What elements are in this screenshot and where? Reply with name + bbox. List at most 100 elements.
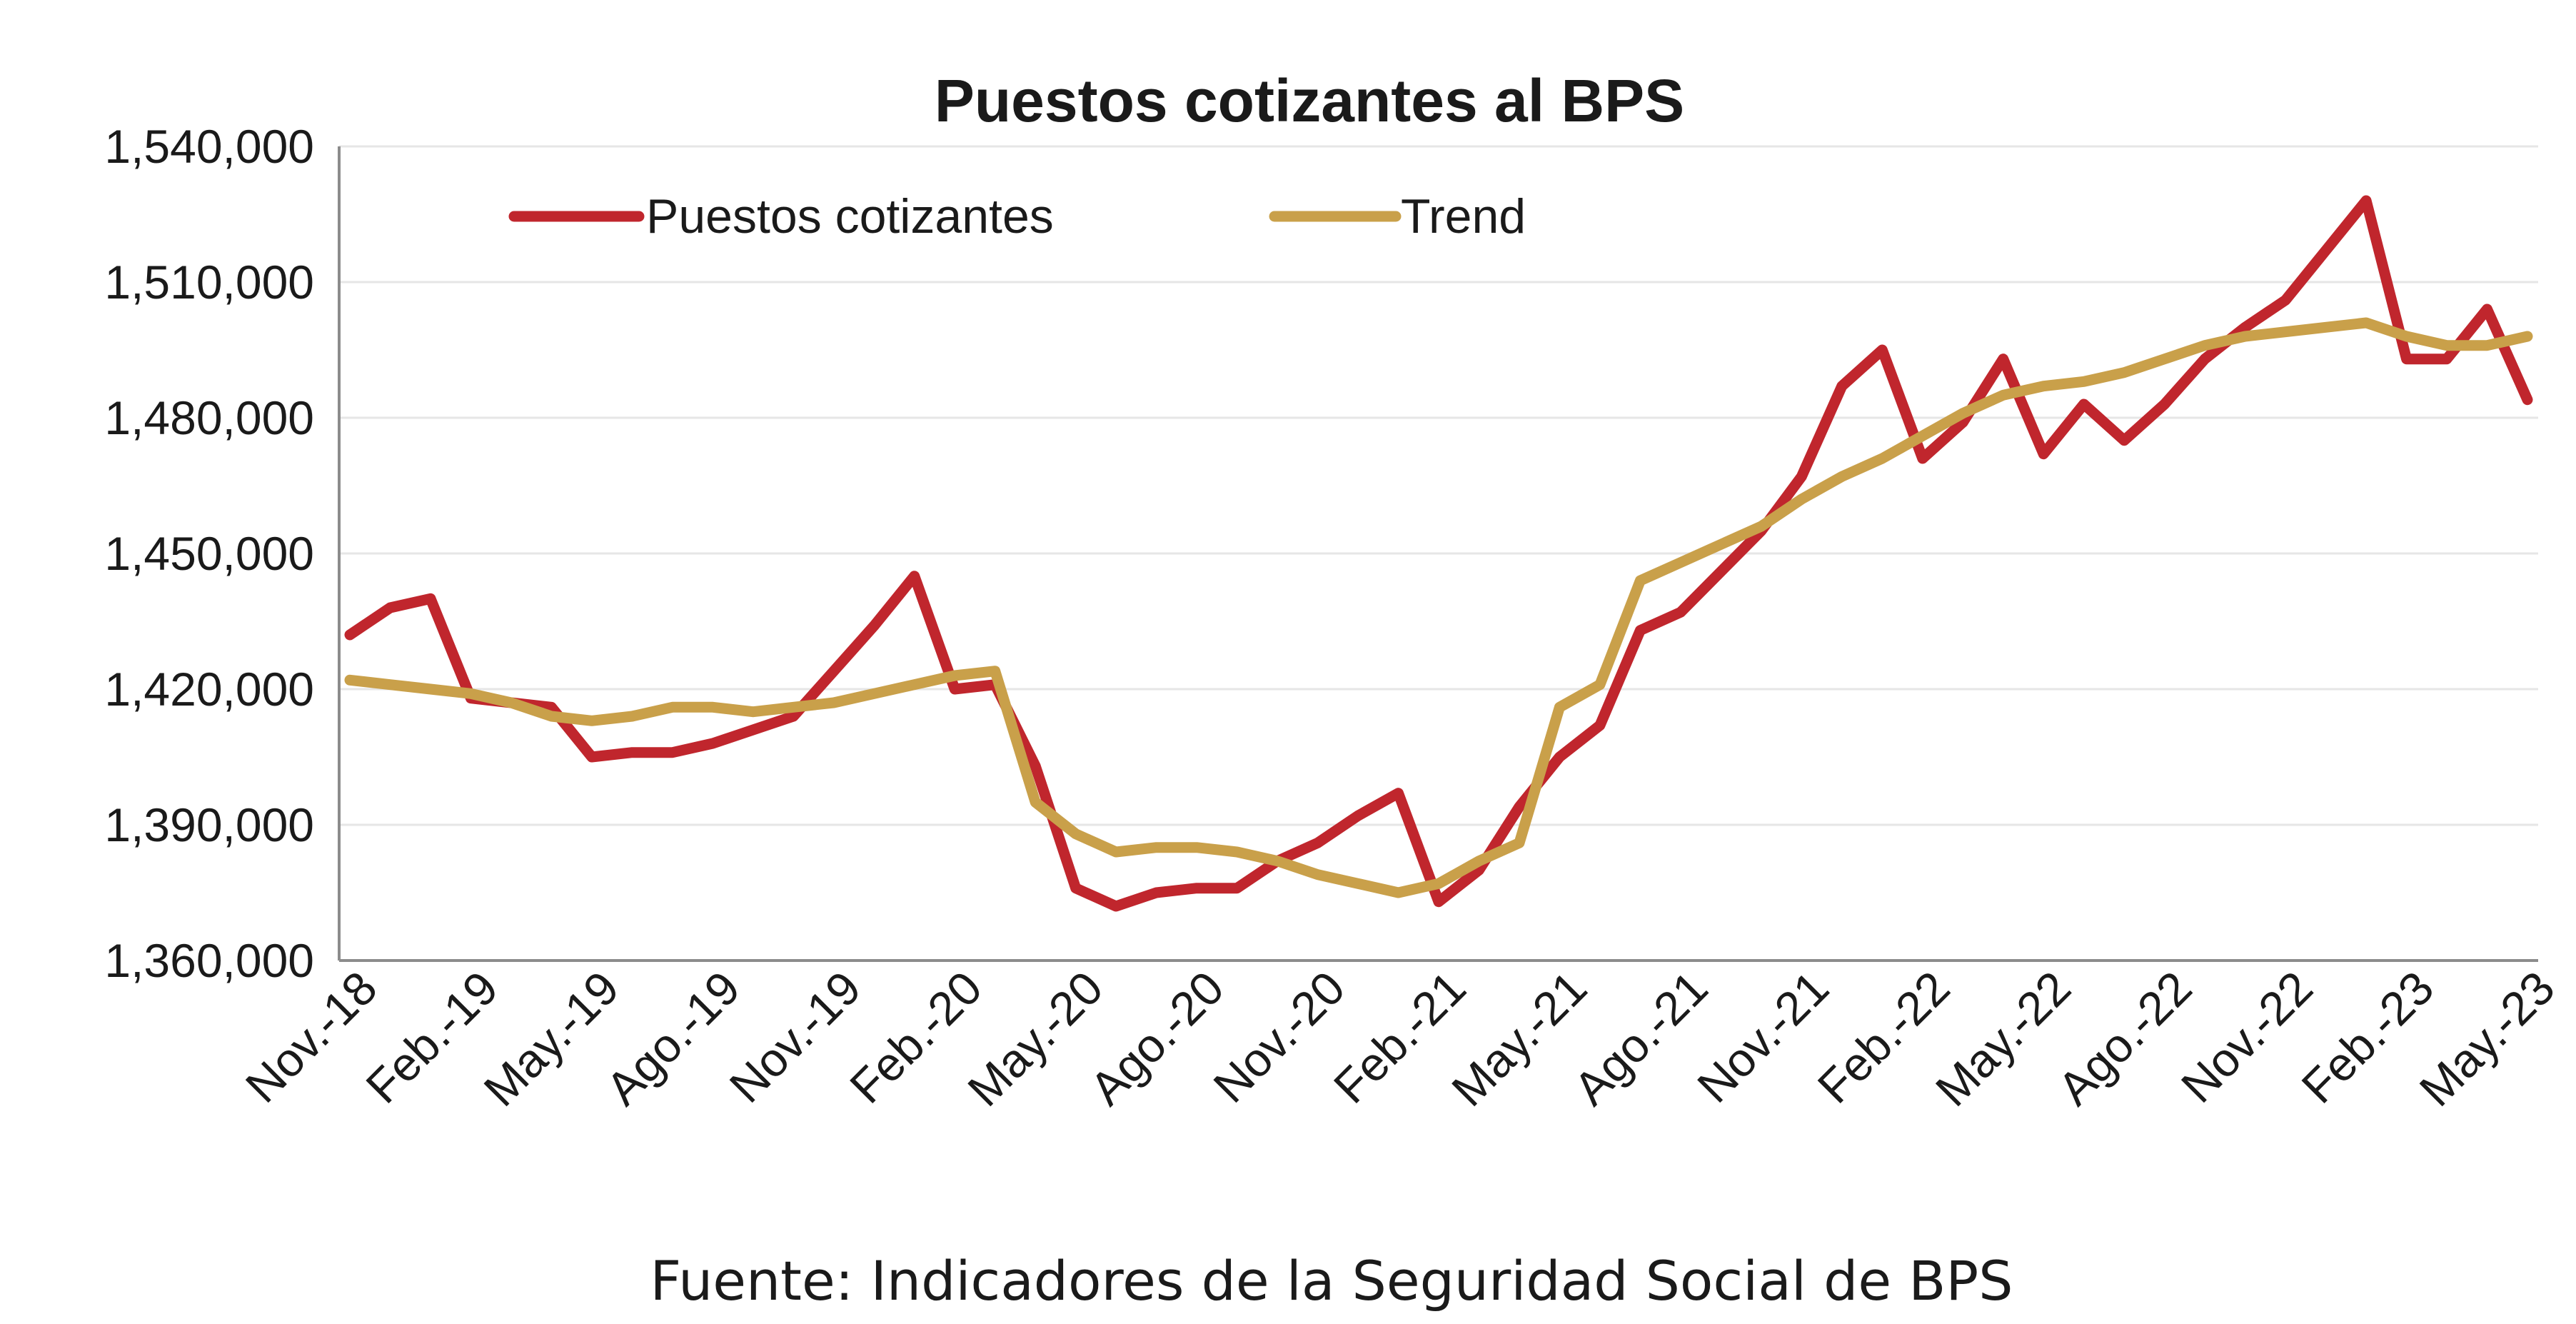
y-tick-label: 1,480,000 (104, 391, 314, 444)
data-point (2244, 335, 2247, 338)
data-point (872, 692, 875, 695)
data-point (953, 688, 956, 691)
data-point (1518, 806, 1521, 808)
data-point (1437, 901, 1440, 903)
data-point (1599, 683, 1601, 686)
data-point (590, 756, 593, 758)
data-point (590, 719, 593, 722)
data-point (913, 575, 916, 578)
data-point (711, 742, 714, 745)
data-point (752, 711, 755, 713)
data-point (510, 701, 513, 704)
x-tick-label: May.-22 (1926, 961, 2081, 1116)
data-point (1719, 570, 1722, 573)
data-point (1881, 348, 1883, 351)
data-point (1719, 543, 1722, 546)
series-points-trend (348, 321, 2529, 894)
data-point (2325, 326, 2328, 329)
y-tick-label: 1,420,000 (104, 663, 314, 716)
data-point (2365, 199, 2368, 202)
legend-label-puestos-cotizantes: Puestos cotizantes (646, 189, 1054, 244)
data-point (2365, 321, 2368, 324)
data-point (2526, 398, 2529, 401)
y-tick-label: 1,450,000 (104, 527, 314, 580)
x-tick-labels: Nov.-18Feb.-19May.-19Ago.-19Nov.-19Feb.-… (236, 961, 2565, 1116)
y-tick-label: 1,390,000 (104, 798, 314, 851)
x-tick-label: May.-19 (473, 961, 628, 1116)
x-tick-label: Nov.-22 (2171, 961, 2323, 1113)
data-point (711, 706, 714, 708)
data-point (1115, 851, 1117, 853)
data-point (388, 606, 391, 609)
data-point (1317, 841, 1319, 844)
data-point (913, 683, 916, 686)
data-point (2325, 249, 2328, 252)
data-point (1195, 887, 1198, 890)
data-point (2123, 439, 2125, 442)
data-point (2526, 335, 2529, 338)
x-tick-label: May.-21 (1442, 961, 1596, 1116)
y-tick-label: 1,540,000 (104, 120, 314, 173)
data-point (1961, 412, 1964, 415)
data-point (792, 706, 795, 708)
data-point (630, 751, 633, 754)
data-point (2083, 403, 2086, 406)
data-point (671, 751, 674, 754)
data-point (630, 715, 633, 718)
data-point (2163, 358, 2166, 361)
x-tick-label: Ago.-21 (1564, 961, 1718, 1115)
data-point (2405, 335, 2408, 338)
data-point (1841, 475, 1843, 478)
x-tick-label: Ago.-22 (2048, 961, 2202, 1115)
data-point (2486, 344, 2489, 347)
data-point (671, 706, 674, 708)
x-tick-label: Nov.-19 (719, 961, 870, 1113)
data-point (1276, 860, 1279, 863)
data-point (1599, 724, 1601, 727)
series-line-puestos-cotizantes (344, 195, 2533, 912)
data-point (1841, 385, 1843, 388)
axes (338, 146, 2538, 962)
data-point (1397, 891, 1400, 894)
legend: Puestos cotizantes Trend (508, 189, 1526, 244)
data-point (1477, 860, 1480, 863)
data-point (1477, 868, 1480, 871)
data-point (2486, 308, 2489, 311)
data-point (2203, 344, 2206, 347)
x-tick-label: Nov.-21 (1687, 961, 1838, 1113)
data-point (872, 624, 875, 627)
data-point (1397, 792, 1400, 795)
data-point (2163, 403, 2166, 406)
data-point (1155, 891, 1158, 894)
x-tick-label: Ago.-19 (595, 961, 750, 1115)
data-point (1357, 814, 1359, 817)
data-point (1800, 498, 1803, 501)
data-point (1921, 457, 1924, 460)
data-point (1317, 873, 1319, 876)
data-point (1558, 756, 1561, 758)
data-point (1558, 706, 1561, 708)
data-point (2284, 331, 2287, 333)
data-point (2042, 385, 2045, 388)
data-point (2002, 393, 2005, 396)
data-point (2042, 453, 2045, 456)
series-lines (344, 195, 2533, 912)
data-point (2083, 380, 2086, 383)
data-point (792, 715, 795, 718)
data-point (1155, 846, 1158, 849)
data-point (1639, 579, 1641, 582)
data-point (2002, 358, 2005, 361)
data-point (348, 633, 351, 636)
data-point (1236, 887, 1239, 890)
data-point (1961, 421, 1964, 423)
data-point (1679, 561, 1682, 564)
data-point (2445, 358, 2448, 361)
data-point (1075, 833, 1077, 836)
data-point (1881, 457, 1883, 460)
series-line-trend (344, 317, 2533, 898)
chart-title: Puestos cotizantes al BPS (935, 67, 1684, 134)
data-point (550, 706, 553, 708)
data-point (1760, 525, 1763, 528)
data-point (2203, 358, 2206, 361)
